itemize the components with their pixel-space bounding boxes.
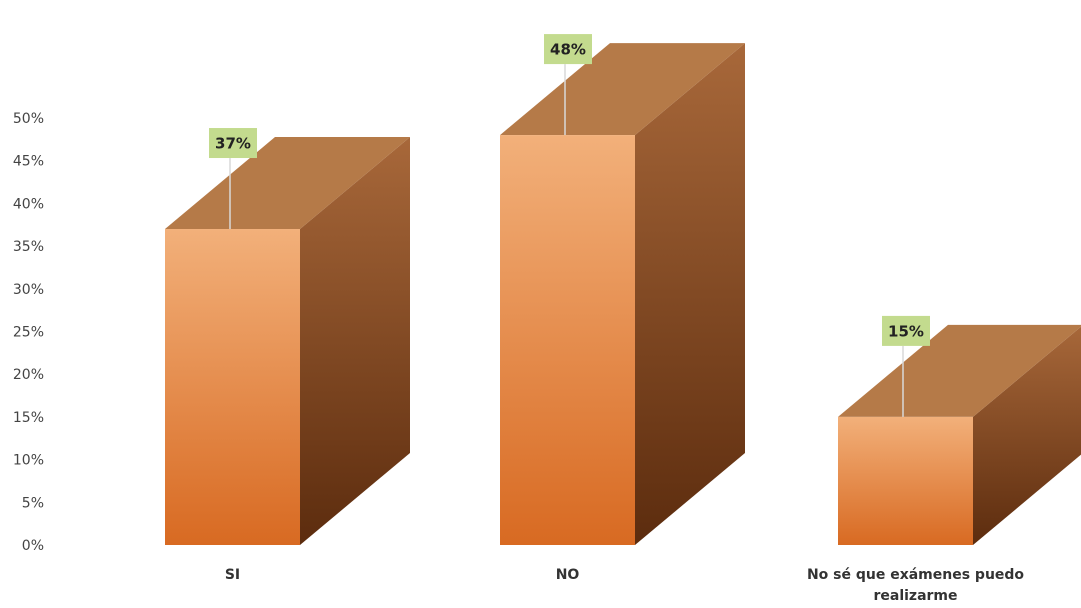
bar-side-face	[973, 326, 1081, 545]
y-tick-label: 15%	[13, 410, 44, 426]
bar-front-face	[838, 416, 973, 545]
category-label: realizarme	[873, 588, 957, 603]
y-tick-label: 5%	[22, 495, 44, 511]
x-axis: SI NO No sé que exámenes puedo realizarme	[225, 567, 1025, 604]
y-tick-label: 25%	[13, 325, 44, 341]
data-label-box	[209, 128, 257, 159]
data-label: 37%	[215, 135, 251, 153]
y-tick-label: 0%	[22, 538, 44, 554]
bars: 37% 48% 15%	[165, 34, 1081, 545]
bar-2: 48%	[500, 34, 745, 545]
bar-front-face	[165, 229, 300, 545]
y-tick-label: 45%	[13, 154, 44, 170]
category-label: NO	[556, 567, 580, 583]
bar-side-face	[635, 43, 745, 545]
data-label: 15%	[888, 322, 924, 340]
y-tick-label: 10%	[13, 453, 44, 469]
category-label: SI	[225, 567, 240, 583]
y-axis: 0% 5% 10% 15% 20% 25% 30% 35% 40% 45% 50%	[13, 111, 44, 554]
y-tick-label: 30%	[13, 282, 44, 298]
y-tick-label: 40%	[13, 196, 44, 212]
data-label-box	[544, 34, 592, 65]
bar-side-face	[300, 137, 410, 545]
bar-3: 15%	[838, 315, 1081, 545]
category-label: No sé que exámenes puedo	[807, 567, 1024, 583]
y-tick-label: 20%	[13, 367, 44, 383]
y-tick-label: 35%	[13, 239, 44, 255]
bar-top-face	[165, 137, 410, 230]
bar-front-face	[500, 135, 635, 545]
y-tick-label: 50%	[13, 111, 44, 127]
data-label: 48%	[550, 41, 586, 59]
bar-top-face	[500, 43, 745, 136]
bar-top-face	[838, 324, 1081, 417]
bar-1: 37%	[165, 128, 410, 545]
data-label-box	[882, 315, 930, 346]
